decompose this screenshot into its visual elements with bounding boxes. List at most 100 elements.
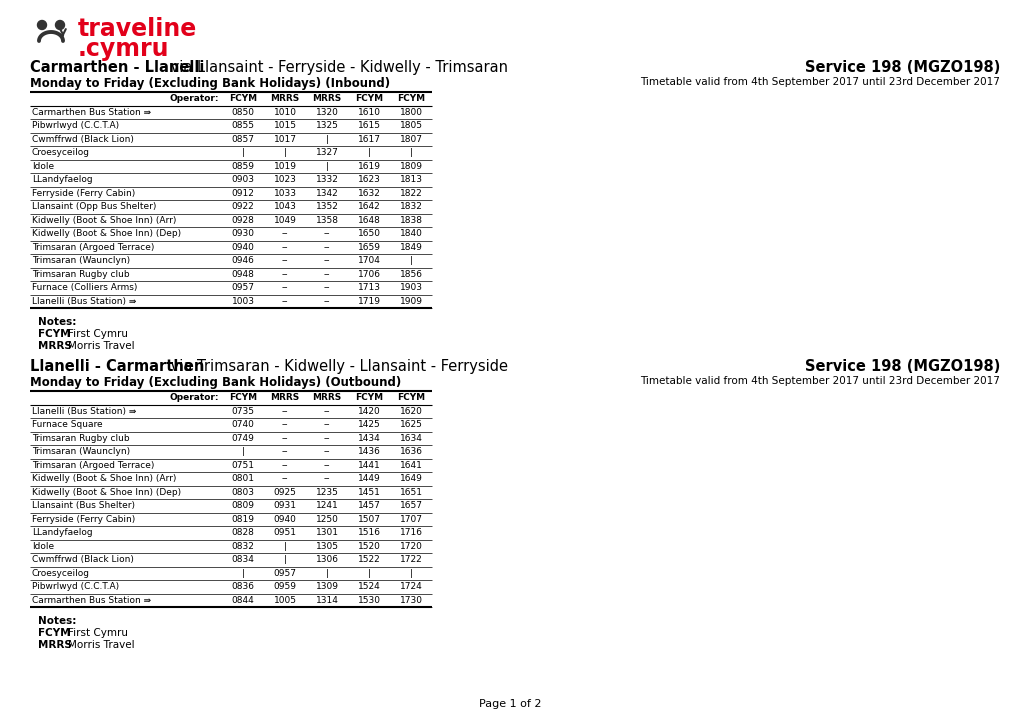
Text: 1807: 1807 [399, 135, 422, 143]
Text: MRRS: MRRS [312, 393, 341, 402]
Text: |: | [367, 149, 370, 157]
Text: 1434: 1434 [358, 434, 380, 443]
Text: --: -- [281, 229, 288, 238]
Text: Notes:: Notes: [38, 317, 76, 327]
Text: --: -- [281, 270, 288, 279]
Text: 1822: 1822 [399, 189, 422, 198]
Text: Kidwelly (Boot & Shoe Inn) (Arr): Kidwelly (Boot & Shoe Inn) (Arr) [32, 216, 176, 225]
Text: Kidwelly (Boot & Shoe Inn) (Dep): Kidwelly (Boot & Shoe Inn) (Dep) [32, 229, 181, 238]
Text: Page 1 of 2: Page 1 of 2 [478, 699, 541, 709]
Text: Monday to Friday (Excluding Bank Holidays) (Outbound): Monday to Friday (Excluding Bank Holiday… [30, 376, 400, 389]
Text: Furnace Square: Furnace Square [32, 420, 103, 429]
Text: --: -- [323, 229, 330, 238]
Text: 1516: 1516 [357, 528, 380, 537]
Text: First Cymru: First Cymru [68, 329, 127, 339]
Text: --: -- [323, 434, 330, 443]
Text: MRRS: MRRS [270, 94, 300, 103]
Text: --: -- [323, 407, 330, 416]
Text: 0930: 0930 [231, 229, 255, 238]
Text: 0940: 0940 [273, 515, 297, 523]
Text: 1840: 1840 [399, 229, 422, 238]
Text: FCYM: FCYM [355, 393, 383, 402]
Text: Idole: Idole [32, 541, 54, 551]
Text: --: -- [281, 243, 288, 252]
Text: FCYM: FCYM [355, 94, 383, 103]
Text: 1832: 1832 [399, 203, 422, 211]
Text: 0834: 0834 [231, 555, 254, 565]
Text: 1332: 1332 [315, 175, 338, 185]
Text: Operator:: Operator: [169, 393, 219, 402]
Text: Trimsaran (Waunclyn): Trimsaran (Waunclyn) [32, 447, 130, 456]
Text: 1301: 1301 [315, 528, 338, 537]
Text: via Trimsaran - Kidwelly - Llansaint - Ferryside: via Trimsaran - Kidwelly - Llansaint - F… [166, 359, 508, 374]
Text: Trimsaran Rugby club: Trimsaran Rugby club [32, 434, 129, 443]
Text: 1306: 1306 [315, 555, 338, 565]
Text: 1005: 1005 [273, 596, 297, 605]
Text: 1909: 1909 [399, 297, 422, 306]
Text: 1457: 1457 [358, 501, 380, 510]
Text: |: | [242, 149, 245, 157]
Text: 0828: 0828 [231, 528, 254, 537]
Text: --: -- [323, 447, 330, 456]
Text: .cymru: .cymru [77, 37, 169, 61]
Text: |: | [242, 569, 245, 578]
Text: --: -- [323, 461, 330, 470]
Text: 1610: 1610 [357, 107, 380, 117]
Text: 0959: 0959 [273, 583, 297, 591]
Text: |: | [409, 149, 412, 157]
Text: 1623: 1623 [358, 175, 380, 185]
Text: --: -- [281, 256, 288, 265]
Text: 1651: 1651 [399, 487, 422, 497]
Text: 1636: 1636 [399, 447, 422, 456]
Text: 1620: 1620 [399, 407, 422, 416]
Text: --: -- [281, 447, 288, 456]
Text: 0803: 0803 [231, 487, 255, 497]
Text: 1320: 1320 [315, 107, 338, 117]
Text: Carmarthen Bus Station ⇛: Carmarthen Bus Station ⇛ [32, 596, 151, 605]
Text: Ferryside (Ferry Cabin): Ferryside (Ferry Cabin) [32, 515, 136, 523]
Text: |: | [283, 149, 286, 157]
Text: 1838: 1838 [399, 216, 422, 225]
Text: 1642: 1642 [358, 203, 380, 211]
Text: 0946: 0946 [231, 256, 254, 265]
Text: MRRS: MRRS [38, 640, 71, 650]
Text: 0931: 0931 [273, 501, 297, 510]
Text: 1809: 1809 [399, 162, 422, 171]
Text: 1241: 1241 [315, 501, 338, 510]
Text: 0855: 0855 [231, 121, 255, 131]
Text: 0819: 0819 [231, 515, 255, 523]
Text: 1719: 1719 [357, 297, 380, 306]
Text: 1634: 1634 [399, 434, 422, 443]
Text: FCYM: FCYM [38, 329, 70, 339]
Text: --: -- [323, 270, 330, 279]
Text: --: -- [323, 243, 330, 252]
Text: 1449: 1449 [358, 474, 380, 483]
Text: traveline: traveline [77, 17, 197, 41]
Text: 1425: 1425 [358, 420, 380, 429]
Text: 1235: 1235 [315, 487, 338, 497]
Text: 1632: 1632 [358, 189, 380, 198]
Text: FCYM: FCYM [396, 393, 425, 402]
Text: 1342: 1342 [315, 189, 338, 198]
Text: --: -- [281, 420, 288, 429]
Text: --: -- [323, 283, 330, 292]
Text: 0859: 0859 [231, 162, 255, 171]
Text: |: | [409, 569, 412, 578]
Text: 1805: 1805 [399, 121, 422, 131]
Text: 1530: 1530 [357, 596, 380, 605]
Text: Llanelli (Bus Station) ⇛: Llanelli (Bus Station) ⇛ [32, 407, 137, 416]
Text: Trimsaran (Argoed Terrace): Trimsaran (Argoed Terrace) [32, 243, 154, 252]
Text: 1713: 1713 [357, 283, 380, 292]
Text: Kidwelly (Boot & Shoe Inn) (Dep): Kidwelly (Boot & Shoe Inn) (Dep) [32, 487, 181, 497]
Text: 1507: 1507 [357, 515, 380, 523]
Text: --: -- [323, 297, 330, 306]
Text: Trimsaran (Argoed Terrace): Trimsaran (Argoed Terrace) [32, 461, 154, 470]
Text: Monday to Friday (Excluding Bank Holidays) (Inbound): Monday to Friday (Excluding Bank Holiday… [30, 77, 389, 90]
Text: |: | [325, 135, 328, 143]
Text: 0836: 0836 [231, 583, 255, 591]
Text: 0940: 0940 [231, 243, 254, 252]
Text: Operator:: Operator: [169, 94, 219, 103]
Text: Kidwelly (Boot & Shoe Inn) (Arr): Kidwelly (Boot & Shoe Inn) (Arr) [32, 474, 176, 483]
Text: 0801: 0801 [231, 474, 255, 483]
Text: --: -- [323, 256, 330, 265]
